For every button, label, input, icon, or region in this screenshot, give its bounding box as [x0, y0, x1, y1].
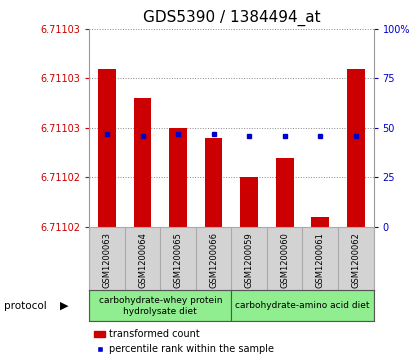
Text: GSM1200062: GSM1200062 — [351, 232, 360, 288]
Text: ▶: ▶ — [60, 301, 68, 311]
Bar — [232, 290, 374, 321]
Bar — [98, 69, 116, 227]
Text: protocol: protocol — [4, 301, 47, 311]
Bar — [311, 217, 329, 227]
Text: GSM1200063: GSM1200063 — [103, 232, 112, 288]
Text: carbohydrate-whey protein
hydrolysate diet: carbohydrate-whey protein hydrolysate di… — [98, 296, 222, 315]
Legend: transformed count, percentile rank within the sample: transformed count, percentile rank withi… — [90, 326, 278, 358]
Bar — [276, 158, 293, 227]
Bar — [89, 290, 232, 321]
Text: GSM1200065: GSM1200065 — [173, 232, 183, 288]
Bar — [134, 98, 151, 227]
Bar — [169, 128, 187, 227]
Text: GSM1200059: GSM1200059 — [244, 232, 254, 288]
Bar — [240, 178, 258, 227]
Text: carbohydrate-amino acid diet: carbohydrate-amino acid diet — [235, 301, 370, 310]
Bar — [347, 69, 365, 227]
Text: GSM1200066: GSM1200066 — [209, 232, 218, 288]
Text: GSM1200060: GSM1200060 — [280, 232, 289, 288]
Bar — [205, 138, 222, 227]
Text: GSM1200064: GSM1200064 — [138, 232, 147, 288]
Title: GDS5390 / 1384494_at: GDS5390 / 1384494_at — [142, 10, 320, 26]
Text: GSM1200061: GSM1200061 — [316, 232, 325, 288]
